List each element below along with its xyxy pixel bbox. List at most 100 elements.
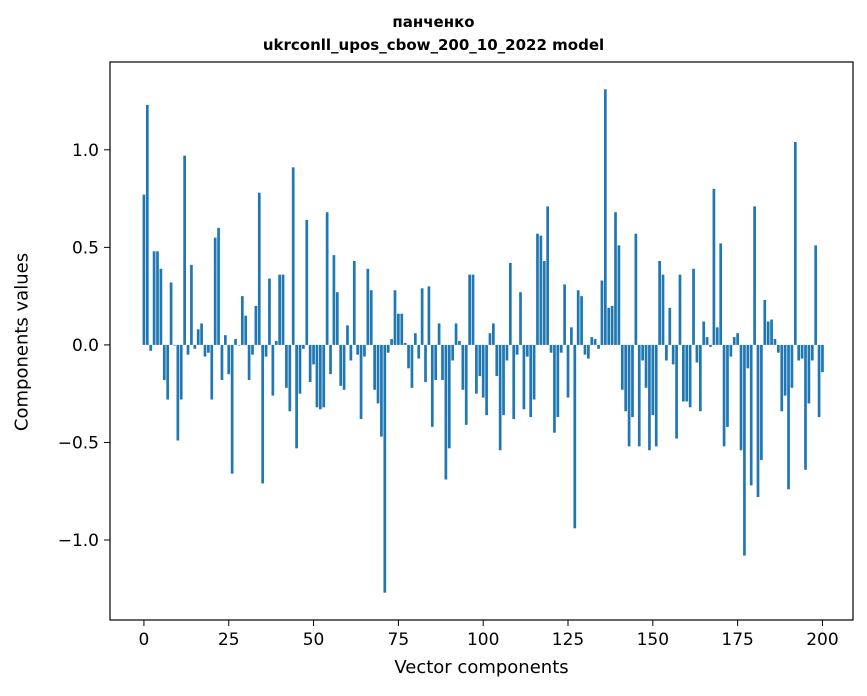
bar [726,344,729,427]
bar [244,315,248,345]
bar [475,344,478,394]
bar [566,344,570,398]
bar [682,344,685,402]
bar [342,344,346,390]
bar [451,344,455,361]
bar [790,344,794,388]
bar [627,344,631,447]
y-tick-label: −1.0 [58,531,99,551]
bar [410,344,414,388]
bar [159,268,163,345]
bar [773,339,777,345]
bar [671,344,675,365]
bar [709,344,712,347]
bar [471,274,475,345]
bar [274,341,278,345]
bar [481,344,485,398]
bar [702,321,706,345]
bar [427,286,431,345]
bar [430,344,434,427]
bar [746,344,750,369]
bar [817,344,821,418]
bar [318,344,322,410]
bar [532,344,536,400]
x-tick-label: 100 [467,630,499,650]
plot-frame [109,61,854,621]
bar [620,344,624,390]
bar [468,274,471,345]
bar [597,344,600,349]
bar [593,339,597,345]
bar [529,344,533,418]
bar [668,307,672,345]
bar [553,344,556,433]
x-axis: 0 25 50 75 100 125 150 175 200 [139,620,839,650]
bar [376,344,380,404]
bar [417,344,421,359]
bar [546,206,550,345]
bar [302,344,305,349]
bar [356,344,360,355]
bar [176,344,180,441]
bar [454,323,458,345]
bar [397,313,400,345]
bar [519,292,522,345]
bar [536,233,539,345]
bar [777,344,780,353]
bar [495,344,499,377]
bar [261,344,265,484]
bar [179,344,183,400]
bar [705,337,709,345]
x-tick-label: 0 [139,630,150,650]
bar [312,344,315,365]
bar [729,344,733,357]
bar [715,327,719,345]
bar [641,344,645,361]
bar [325,212,329,345]
bar [770,319,773,345]
bar [166,344,170,400]
bar [373,344,376,390]
bar [603,89,607,345]
bar [349,344,353,361]
bar [695,344,699,363]
x-tick-label: 125 [552,630,584,650]
bar [814,245,818,345]
bar [570,327,573,345]
bar [420,288,424,345]
bar [617,245,621,345]
bar [753,206,756,345]
bar [678,274,682,345]
bar [736,333,739,345]
bar [352,261,356,345]
bar [407,344,410,369]
bar [515,344,519,355]
y-axis: −1.0 −0.5 0.0 0.5 1.0 [58,141,110,551]
x-axis-label: Vector components [394,657,569,678]
bar [400,313,404,345]
bar [207,344,210,353]
bar [441,344,444,381]
x-tick-label: 75 [388,630,410,650]
bar [366,268,370,345]
bar [403,342,407,345]
bar [278,274,281,345]
chart-subtitle: ukrconll_upos_cbow_200_10_2022 model [262,36,605,54]
bar [763,300,767,345]
bar [359,344,363,420]
bar [743,344,746,556]
bar [722,344,726,447]
bar [549,344,553,353]
bar [237,344,241,346]
bar [444,344,448,480]
y-tick-label: 0.5 [72,238,99,258]
bar [183,155,186,345]
bar [804,344,807,470]
bar [281,274,285,345]
bar [288,344,292,412]
bar [505,344,509,361]
bar [247,344,251,381]
bar [240,296,244,345]
x-tick-label: 25 [218,630,240,650]
bar [142,194,146,345]
